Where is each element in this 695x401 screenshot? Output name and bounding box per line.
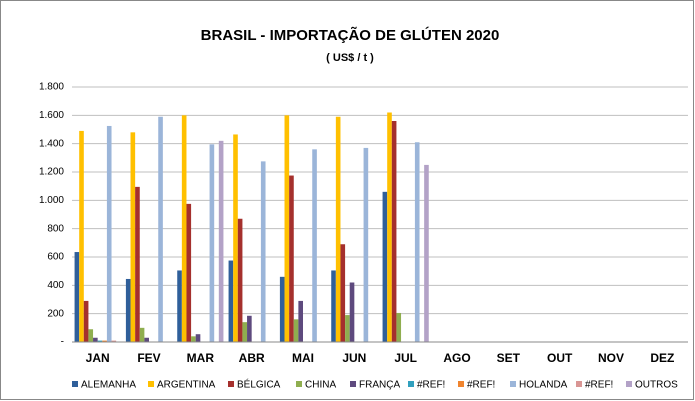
legend-label: CHINA xyxy=(305,380,336,391)
y-tick-label: 400 xyxy=(47,280,64,291)
y-tick-label: 1.600 xyxy=(39,110,64,121)
x-tick-label: AGO xyxy=(443,351,470,365)
bar xyxy=(289,175,294,342)
x-tick-label: MAR xyxy=(187,351,215,365)
bar xyxy=(349,282,355,342)
bar xyxy=(424,164,429,342)
x-tick-label: DEZ xyxy=(650,351,674,365)
legend-label: #REF! xyxy=(417,380,445,391)
bar xyxy=(177,270,182,342)
bar xyxy=(382,191,388,342)
y-tick-label: 600 xyxy=(47,252,64,263)
bar xyxy=(298,300,303,342)
bar xyxy=(125,278,131,342)
bar xyxy=(158,116,163,342)
y-tick-label: 200 xyxy=(47,308,64,319)
bar xyxy=(83,300,89,342)
legend-label: HOLANDA xyxy=(519,380,568,391)
bar xyxy=(191,336,196,342)
legend-label: ALEMANHA xyxy=(81,380,136,391)
bar xyxy=(186,203,192,342)
legend-swatch xyxy=(296,381,302,387)
bar xyxy=(79,130,84,342)
bar xyxy=(218,140,224,342)
legend-label: ARGENTINA xyxy=(157,380,216,391)
bar xyxy=(345,315,350,342)
bar xyxy=(396,312,402,342)
legend-label: #REF! xyxy=(467,380,495,391)
legend-swatch xyxy=(228,381,234,387)
bar xyxy=(279,276,285,342)
bar xyxy=(293,319,299,342)
legend-label: FRANÇA xyxy=(359,380,400,391)
bar xyxy=(102,340,107,342)
bar xyxy=(74,252,80,342)
bar xyxy=(93,337,98,342)
x-tick-label: FEV xyxy=(137,351,160,365)
legend-swatch xyxy=(510,381,516,387)
bar xyxy=(135,186,140,342)
x-tick-label: OUT xyxy=(547,351,573,365)
legend-label: BÉLGICA xyxy=(237,378,281,391)
chart-subtitle: ( US$ / t ) xyxy=(326,52,374,64)
legend-swatch xyxy=(350,381,356,387)
x-tick-label: NOV xyxy=(598,351,624,365)
bar xyxy=(88,329,94,342)
bar xyxy=(181,115,187,342)
bar xyxy=(233,134,238,342)
legend-swatch xyxy=(626,381,632,387)
bar xyxy=(247,315,252,342)
bar xyxy=(284,115,290,342)
x-tick-label: ABR xyxy=(239,351,265,365)
bar xyxy=(335,116,341,342)
bar xyxy=(195,334,201,342)
bar xyxy=(340,244,346,342)
chart-title: BRASIL - IMPORTAÇÃO DE GLÚTEN 2020 xyxy=(201,26,500,44)
legend-swatch xyxy=(148,381,154,387)
bar xyxy=(106,125,112,342)
bar xyxy=(331,270,336,342)
bar xyxy=(111,340,117,342)
bar xyxy=(130,132,136,342)
bar xyxy=(237,218,243,342)
legend-swatch xyxy=(458,381,464,387)
y-tick-label: 1.000 xyxy=(39,195,64,206)
y-tick-label: 1.800 xyxy=(39,82,64,93)
bar xyxy=(139,327,145,342)
y-tick-label: 800 xyxy=(47,223,64,234)
x-tick-label: SET xyxy=(497,351,521,365)
bar xyxy=(363,147,369,342)
x-tick-label: JUL xyxy=(394,351,417,365)
legend-label: #REF! xyxy=(585,380,613,391)
bar xyxy=(242,322,248,342)
bar xyxy=(312,149,317,342)
y-tick-label: - xyxy=(61,337,64,348)
bar xyxy=(414,142,420,342)
legend-swatch xyxy=(72,381,78,387)
bar xyxy=(97,340,103,342)
y-tick-label: 1.200 xyxy=(39,167,64,178)
y-tick-label: 1.400 xyxy=(39,138,64,149)
legend-swatch xyxy=(408,381,414,387)
bar xyxy=(228,260,234,342)
bar xyxy=(260,161,266,342)
bar xyxy=(391,121,397,342)
x-tick-label: JUN xyxy=(342,351,366,365)
x-tick-label: JAN xyxy=(86,351,110,365)
bar xyxy=(209,144,215,342)
legend-label: OUTROS xyxy=(635,380,678,391)
bar xyxy=(144,337,149,342)
x-tick-label: MAI xyxy=(292,351,314,365)
bar xyxy=(387,112,392,342)
legend-swatch xyxy=(576,381,582,387)
